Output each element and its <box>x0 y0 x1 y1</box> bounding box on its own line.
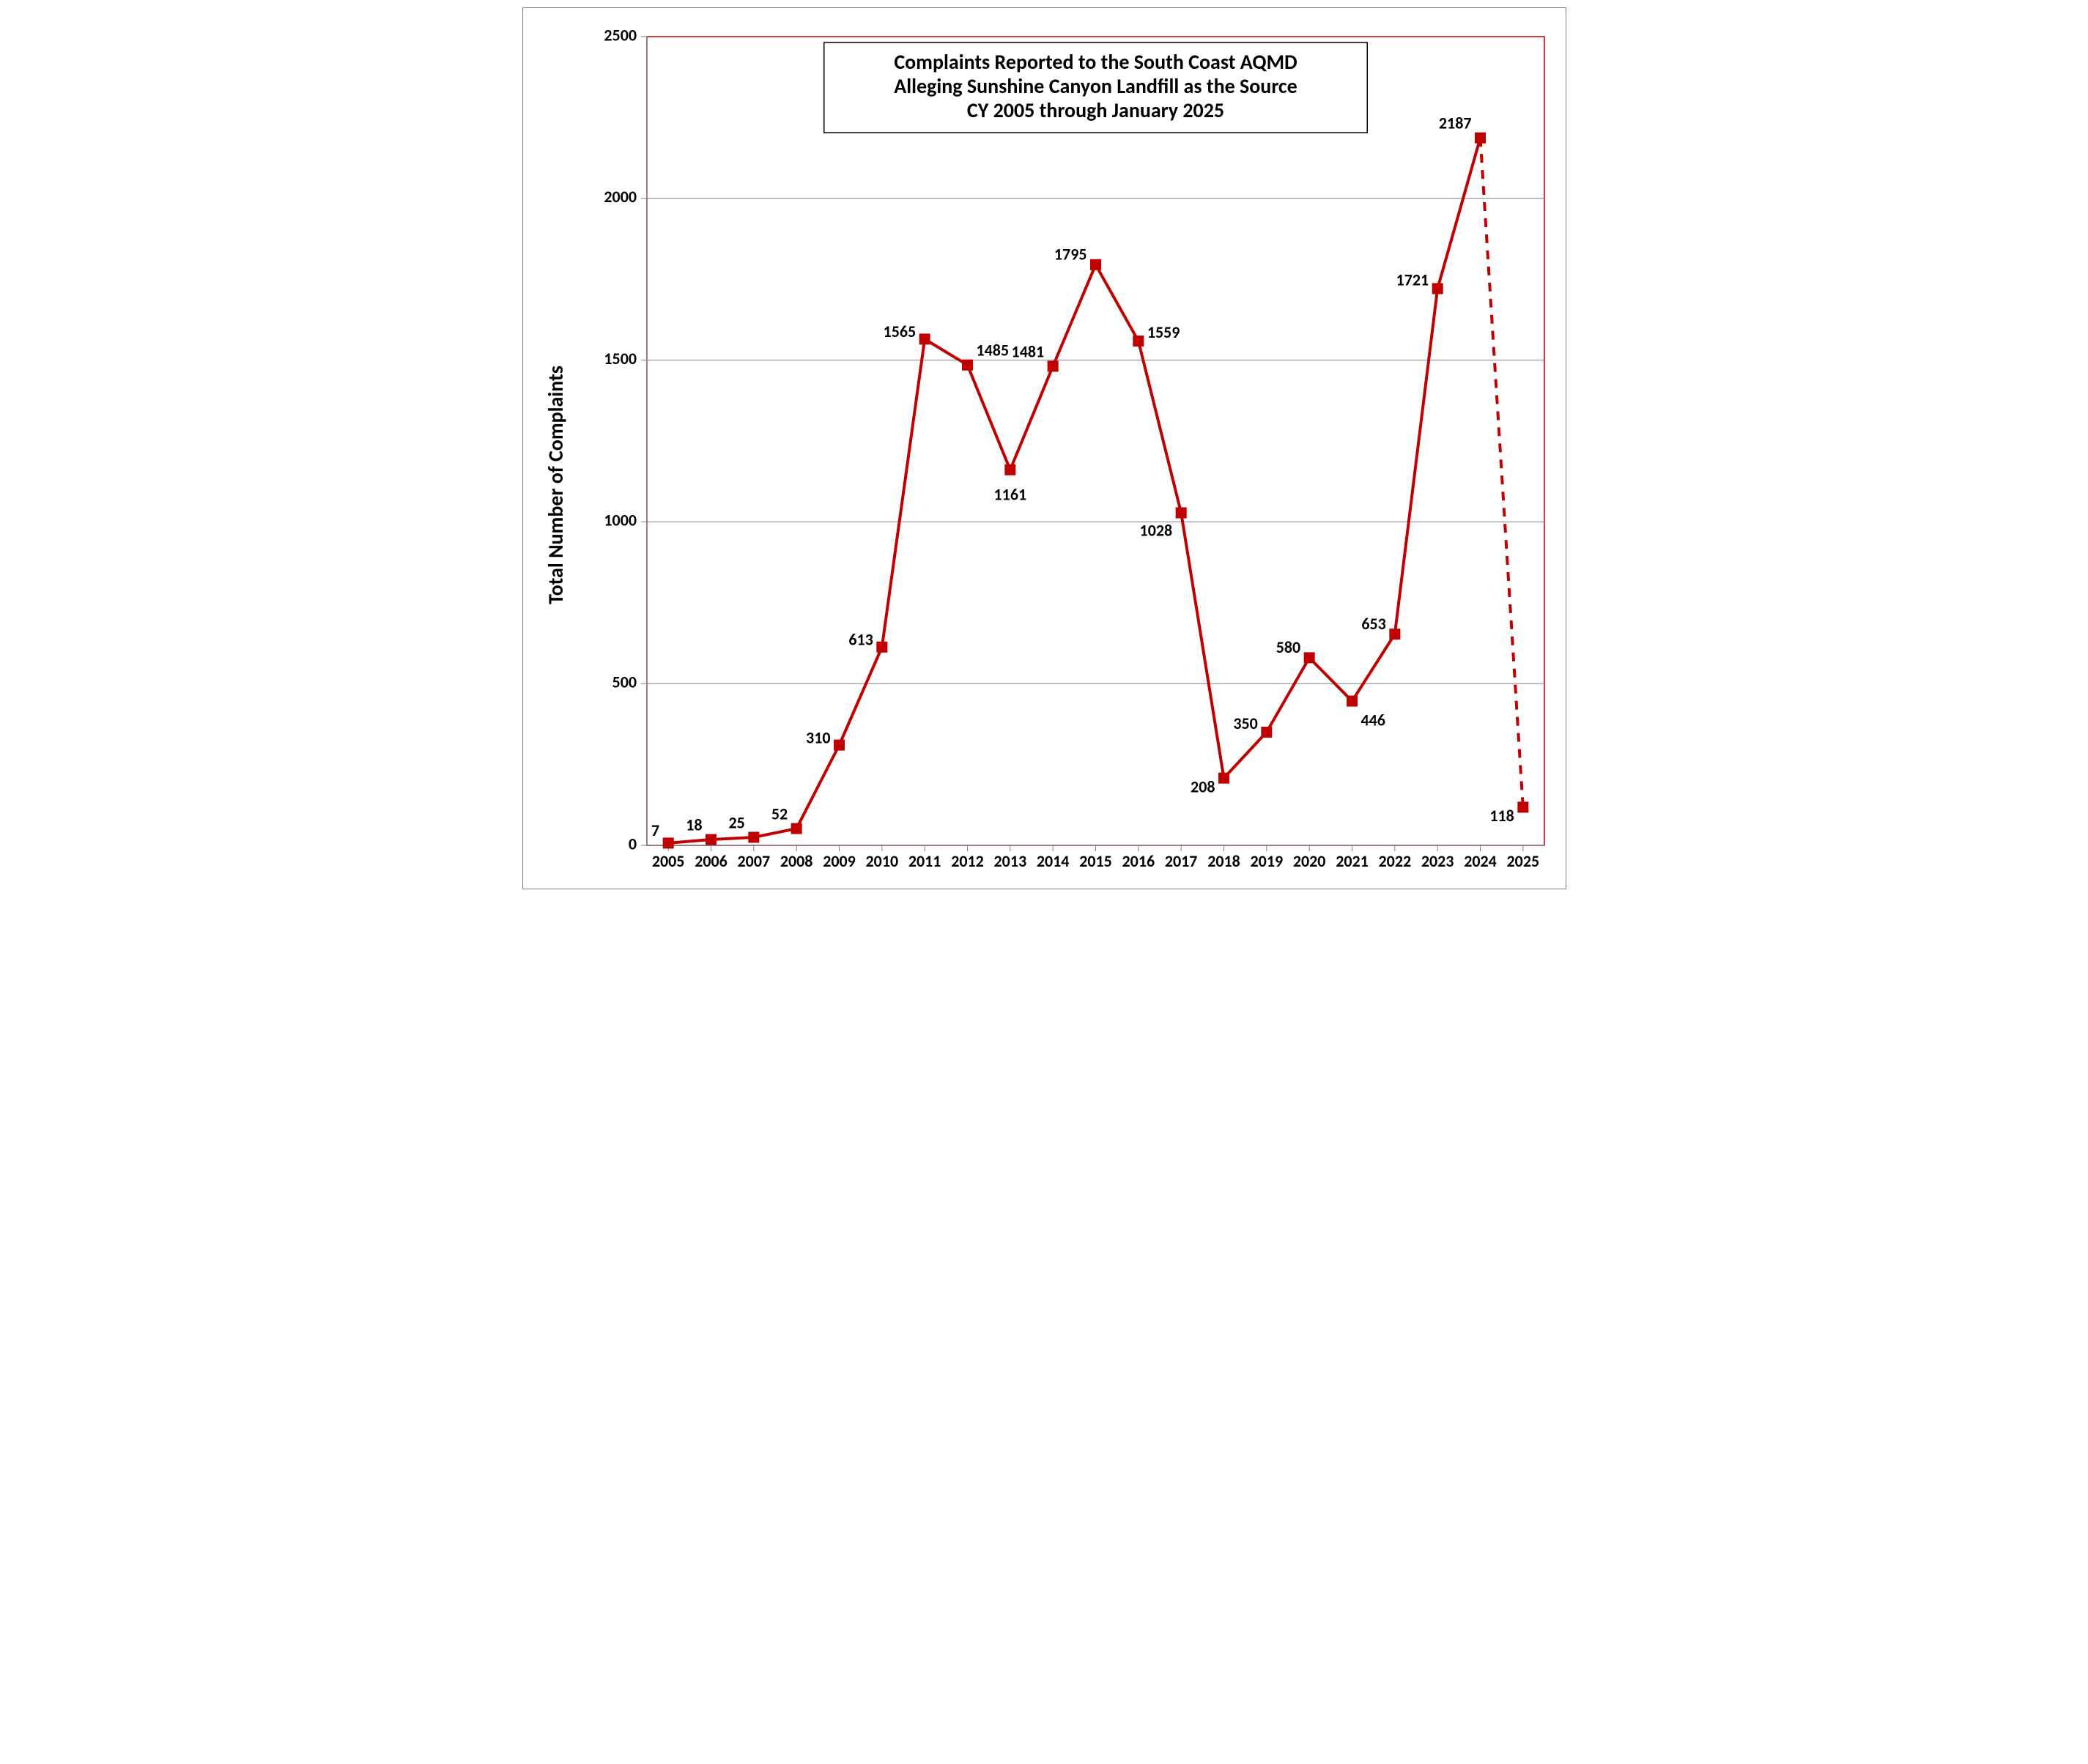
data-label: 350 <box>1233 714 1257 733</box>
x-tick-label: 2013 <box>993 851 1026 871</box>
x-tick-label: 2020 <box>1292 851 1325 871</box>
x-tick-label: 2014 <box>1036 851 1069 871</box>
data-label: 1485 <box>976 341 1009 360</box>
complaints-line-chart: 0 500 1000 1500 2000 2500 2005 2006 2007 2008 2009… <box>522 7 1566 889</box>
x-tick-label: 2007 <box>737 851 770 871</box>
data-marker <box>663 838 673 848</box>
data-label: 1565 <box>883 322 916 341</box>
x-tick-label: 2025 <box>1506 851 1539 871</box>
data-label: 25 <box>728 812 744 832</box>
data-label: 52 <box>771 804 787 823</box>
chart-title-line: CY 2005 through January 2025 <box>966 97 1223 123</box>
data-label: 653 <box>1361 614 1385 634</box>
chart-title-line: Complaints Reported to the South Coast A… <box>894 49 1297 75</box>
data-marker <box>791 823 801 834</box>
x-tick-label: 2006 <box>695 851 728 871</box>
x-tick-label: 2016 <box>1122 851 1155 871</box>
x-tick-label: 2008 <box>780 851 812 871</box>
y-tick-label: 1000 <box>604 511 637 530</box>
x-tick-label: 2017 <box>1164 851 1197 871</box>
y-tick-label: 1500 <box>604 349 637 368</box>
data-marker <box>1133 336 1143 346</box>
chart-title: Complaints Reported to the South Coast A… <box>823 42 1366 133</box>
y-tick-label: 2000 <box>604 187 637 207</box>
chart-title-line: Alleging Sunshine Canyon Landfill as the… <box>894 73 1297 99</box>
data-label: 1028 <box>1139 520 1172 540</box>
x-tick-label: 2009 <box>823 851 856 871</box>
data-marker <box>1475 133 1485 143</box>
data-marker <box>1347 696 1357 706</box>
data-marker <box>876 642 886 652</box>
data-marker <box>1176 508 1186 518</box>
data-label: 1559 <box>1147 322 1180 342</box>
data-marker <box>1304 653 1314 663</box>
x-tick-label: 2021 <box>1336 851 1369 871</box>
data-label: 1721 <box>1396 270 1429 289</box>
data-marker <box>834 740 844 750</box>
x-tick-label: 2012 <box>951 851 984 871</box>
data-label: 7 <box>651 820 659 840</box>
x-tick-label: 2018 <box>1207 851 1240 871</box>
data-marker <box>748 832 758 842</box>
data-label: 118 <box>1489 806 1514 826</box>
data-marker <box>962 360 972 370</box>
x-tick-label: 2011 <box>908 851 941 871</box>
data-marker <box>1432 284 1443 294</box>
data-label: 1795 <box>1054 245 1086 264</box>
data-label: 613 <box>848 630 873 650</box>
x-tick-label: 2023 <box>1421 851 1454 871</box>
x-tick-label: 2005 <box>651 851 684 871</box>
x-tick-label: 2015 <box>1079 851 1112 871</box>
data-label: 1161 <box>993 485 1026 505</box>
x-tick-label: 2022 <box>1378 851 1411 871</box>
data-marker <box>1389 629 1399 640</box>
x-tick-label: 2010 <box>865 851 898 871</box>
data-label: 18 <box>686 815 702 834</box>
data-marker <box>1048 361 1058 371</box>
y-tick-label: 2500 <box>604 25 637 45</box>
data-label: 1481 <box>1011 341 1044 361</box>
data-label: 2187 <box>1438 114 1471 133</box>
data-marker <box>1218 773 1229 783</box>
y-tick-label: 0 <box>628 834 636 853</box>
data-label: 310 <box>806 727 830 747</box>
data-label: 208 <box>1191 777 1215 796</box>
data-marker <box>706 834 716 845</box>
data-marker <box>1090 259 1100 270</box>
x-tick-label: 2019 <box>1250 851 1283 871</box>
y-axis-title: Total Number of Complaints <box>543 366 569 604</box>
data-marker <box>919 334 930 344</box>
data-marker <box>1261 727 1271 737</box>
data-marker <box>1517 802 1528 812</box>
data-label: 580 <box>1276 637 1300 657</box>
x-tick-label: 2024 <box>1464 851 1497 871</box>
y-tick-label: 500 <box>612 672 636 692</box>
data-label: 446 <box>1360 710 1385 730</box>
data-marker <box>1004 464 1015 475</box>
